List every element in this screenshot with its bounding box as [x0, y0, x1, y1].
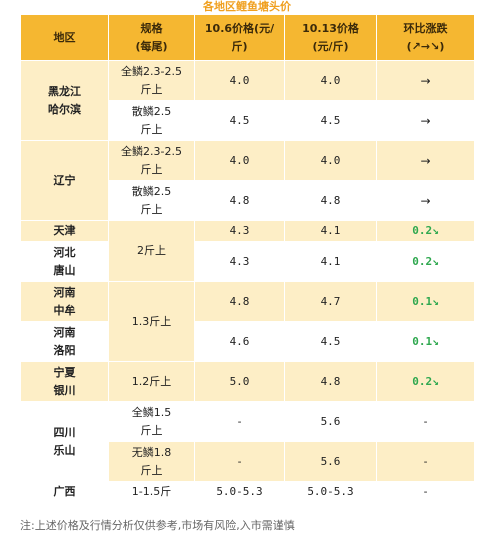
- spec-cell: 2斤上: [108, 220, 195, 282]
- table-row: 河北 唐山 4.3 4.1 0.2↘: [20, 241, 475, 282]
- price-1006-cell: -: [194, 441, 285, 482]
- region-cell-hebei: 河北 唐山: [20, 241, 109, 282]
- change-cell: →: [376, 60, 475, 101]
- table-row: 天津 2斤上 4.3 4.1 0.2↘: [20, 220, 475, 282]
- spec-cell: 全鳞2.3-2.5 斤上: [108, 60, 195, 101]
- price-1013-cell: 4.5: [284, 321, 377, 362]
- region-cell-guangxi: 广西: [20, 481, 109, 503]
- table-row: 辽宁 全鳞2.3-2.5 斤上 4.0 4.0 →: [20, 140, 475, 221]
- table-row: 四川 乐山 全鳞1.5 斤上 - 5.6 -: [20, 401, 475, 482]
- disclaimer-note: 注:上述价格及行情分析仅供参考,市场有风险,入市需谨慎: [20, 519, 295, 532]
- change-cell: 0.2↘: [376, 220, 475, 242]
- table-row: 河南 洛阳 4.6 4.5 0.1↘: [20, 321, 475, 362]
- change-cell: -: [376, 481, 475, 503]
- spec-cell: 1-1.5斤: [108, 481, 195, 503]
- price-1006-cell: 4.3: [194, 241, 285, 282]
- price-1013-cell: 5.6: [284, 441, 377, 482]
- table-row: 广西 1-1.5斤 5.0-5.3 5.0-5.3 -: [20, 481, 475, 503]
- change-cell: 0.1↘: [376, 321, 475, 362]
- table-row: 散鳞2.5 斤上 4.8 4.8 →: [21, 180, 475, 221]
- price-1006-cell: 5.0: [194, 361, 285, 402]
- price-1013-cell: 4.1: [284, 220, 377, 242]
- table-row: 宁夏 银川 1.2斤上 5.0 4.8 0.2↘: [20, 361, 475, 402]
- price-1013-cell: 4.5: [284, 100, 377, 141]
- price-1013-cell: 5.0-5.3: [284, 481, 377, 503]
- price-1006-cell: 4.3: [194, 220, 285, 242]
- change-cell: →: [376, 180, 475, 221]
- price-1013-cell: 4.8: [284, 361, 377, 402]
- price-1006-cell: 4.8: [194, 281, 285, 322]
- header-region: 地区: [20, 14, 109, 61]
- change-cell: 0.2↘: [376, 241, 475, 282]
- price-1006-cell: 4.8: [194, 180, 285, 221]
- region-cell-henan-luoyang: 河南 洛阳: [20, 321, 109, 362]
- price-1006-cell: 4.0: [194, 140, 285, 181]
- region-cell-liaoning: 辽宁: [20, 140, 109, 221]
- price-1006-cell: 4.6: [194, 321, 285, 362]
- spec-cell: 全鳞2.3-2.5 斤上: [108, 140, 195, 181]
- region-cell-henan-zhongmou: 河南 中牟: [20, 281, 109, 322]
- spec-cell: 散鳞2.5 斤上: [108, 180, 195, 221]
- spec-cell: 全鳞1.5 斤上: [108, 401, 195, 442]
- header-price-1013: 10.13价格 (元/斤): [284, 14, 377, 61]
- spec-cell: 散鳞2.5 斤上: [108, 100, 195, 141]
- price-1013-cell: 4.7: [284, 281, 377, 322]
- price-1013-cell: 4.0: [284, 60, 377, 101]
- region-cell-heilongjiang: 黑龙江 哈尔滨: [20, 60, 109, 141]
- price-table: 地区 规格 (每尾) 10.6价格(元/斤) 10.13价格 (元/斤) 环比涨跌(…: [20, 14, 475, 503]
- region-cell-tianjin: 天津: [20, 220, 109, 242]
- table-title: 各地区鲤鱼塘头价: [203, 0, 291, 13]
- change-cell: 0.1↘: [376, 281, 475, 322]
- price-1013-cell: 4.1: [284, 241, 377, 282]
- price-1013-cell: 4.0: [284, 140, 377, 181]
- header-spec: 规格 (每尾): [108, 14, 195, 61]
- region-cell-ningxia: 宁夏 银川: [20, 361, 109, 402]
- spec-cell: 1.2斤上: [108, 361, 195, 402]
- change-cell: -: [376, 441, 475, 482]
- table-row: 黑龙江 哈尔滨 全鳞2.3-2.5 斤上 4.0 4.0 →: [20, 60, 475, 141]
- region-cell-sichuan: 四川 乐山: [20, 401, 109, 482]
- price-1006-cell: 4.5: [194, 100, 285, 141]
- price-1013-cell: 5.6: [284, 401, 377, 442]
- price-1013-cell: 4.8: [284, 180, 377, 221]
- price-1006-cell: -: [194, 401, 285, 442]
- spec-cell: 1.3斤上: [108, 281, 195, 362]
- price-1006-cell: 5.0-5.3: [194, 481, 285, 503]
- header-row: 地区 规格 (每尾) 10.6价格(元/斤) 10.13价格 (元/斤) 环比涨跌(…: [20, 14, 475, 61]
- change-cell: →: [376, 100, 475, 141]
- change-cell: →: [376, 140, 475, 181]
- table-row: 河南 中牟 1.3斤上 4.8 4.7 0.1↘: [20, 281, 475, 362]
- change-cell: -: [376, 401, 475, 442]
- spec-cell: 无鳞1.8 斤上: [108, 441, 195, 482]
- table-row: 散鳞2.5 斤上 4.5 4.5 →: [21, 100, 475, 141]
- price-1006-cell: 4.0: [194, 60, 285, 101]
- header-change: 环比涨跌 (↗→↘): [376, 14, 475, 61]
- change-cell: 0.2↘: [376, 361, 475, 402]
- header-price-1006: 10.6价格(元/斤): [194, 14, 285, 61]
